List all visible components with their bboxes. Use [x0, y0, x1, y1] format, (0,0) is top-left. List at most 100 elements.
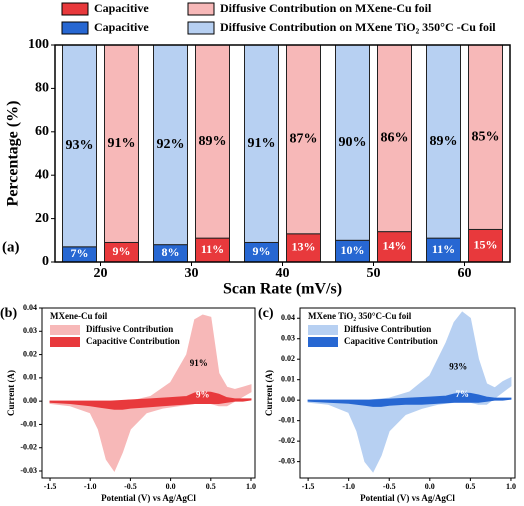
- y-tick-label: -0.03: [20, 466, 37, 475]
- x-tick-label: 0.0: [425, 482, 435, 491]
- value-label: 87%: [290, 132, 318, 147]
- plot-frame: [41, 307, 256, 479]
- legend-swatch: [187, 21, 215, 35]
- y-tick-label: 0.03: [23, 326, 37, 335]
- x-axis-title: Scan Rate (mV/s): [223, 281, 342, 298]
- y-tick-label: 0.00: [23, 396, 37, 405]
- value-label: 8%: [162, 245, 180, 259]
- legend-label: Capacitive Contribution: [86, 336, 180, 346]
- legend-label: Capacitive Contribution: [344, 336, 438, 346]
- chart-title: MXene TiO₂ 350°C-Cu foil: [308, 311, 412, 321]
- legend-swatch: [50, 325, 80, 335]
- panel-label: (b): [0, 306, 17, 321]
- area: [307, 392, 512, 407]
- legend-label: Diffusive Contribution: [344, 324, 431, 334]
- legend-swatch: [187, 2, 215, 16]
- value-label: 13%: [292, 240, 316, 254]
- legend-swatch: [61, 21, 89, 35]
- bar: [153, 44, 188, 246]
- bar: [104, 44, 139, 243]
- value-label: 89%: [199, 134, 227, 149]
- x-axis-title: Potential (V) vs Ag/AgCl: [101, 493, 196, 503]
- value-label: 91%: [248, 136, 276, 151]
- y-tick-label: 100: [28, 37, 49, 52]
- y-tick-label: 0.01: [281, 375, 295, 384]
- y-tick-label: -0.01: [278, 415, 295, 424]
- y-tick-label: 40: [35, 167, 49, 182]
- y-tick-label: 80: [35, 81, 49, 96]
- panel-label: (a): [2, 239, 20, 255]
- x-tick-label: -1.5: [302, 482, 315, 491]
- y-tick-label: -0.01: [20, 419, 37, 428]
- plot-frame: [299, 307, 516, 479]
- legend-swatch: [308, 325, 338, 335]
- value-label: 9%: [113, 244, 131, 258]
- annotation: 7%: [456, 389, 470, 399]
- bar: [195, 44, 230, 239]
- legend-label: Diffusive Contribution on MXene TiO₂ 350…: [220, 20, 496, 34]
- legend-swatch: [61, 2, 89, 16]
- value-label: 14%: [383, 239, 407, 253]
- plot-frame: [54, 44, 511, 263]
- x-tick-label: -1.0: [84, 482, 97, 491]
- chart-title: MXene-Cu foil: [50, 311, 108, 321]
- value-label: 89%: [430, 134, 458, 149]
- y-tick-label: 0.00: [281, 395, 295, 404]
- bar: [62, 44, 97, 248]
- y-tick-label: -0.03: [278, 456, 295, 465]
- legend-swatch: [308, 337, 338, 347]
- y-axis-title: Percentage (%): [5, 101, 22, 207]
- x-tick-label: 0.0: [166, 482, 176, 491]
- value-label: 15%: [474, 237, 498, 251]
- x-tick-label: 40: [276, 266, 290, 281]
- legend-swatch: [50, 337, 80, 347]
- bar: [286, 233, 321, 263]
- value-label: 86%: [381, 131, 409, 146]
- x-tick-label: 30: [185, 266, 199, 281]
- value-label: 90%: [339, 135, 367, 150]
- value-label: 11%: [432, 242, 455, 256]
- legend-label: Diffusive Contribution on MXene-Cu foil: [220, 1, 432, 15]
- x-tick-label: 60: [458, 266, 472, 281]
- value-label: 93%: [66, 138, 94, 153]
- area: [49, 391, 252, 410]
- y-tick-label: -0.02: [20, 443, 37, 452]
- x-tick-label: -1.5: [44, 482, 57, 491]
- panel-label: (c): [258, 306, 274, 321]
- x-axis-title: Potential (V) vs Ag/AgCl: [360, 493, 455, 503]
- legend-label: Capacitive: [94, 1, 149, 15]
- legend-label: Diffusive Contribution: [86, 324, 173, 334]
- bar: [426, 44, 461, 239]
- area: [307, 311, 512, 473]
- annotation: 93%: [449, 361, 467, 371]
- x-tick-label: 1.0: [246, 482, 256, 491]
- value-label: 10%: [341, 243, 365, 257]
- x-tick-label: -1.0: [342, 482, 355, 491]
- value-label: 91%: [108, 136, 136, 151]
- annotation: 91%: [190, 358, 208, 368]
- x-tick-label: -0.5: [124, 482, 137, 491]
- bar: [377, 231, 412, 263]
- value-label: 11%: [201, 242, 224, 256]
- x-tick-label: 0.5: [206, 482, 216, 491]
- y-tick-label: 0.02: [23, 349, 37, 358]
- y-axis-title: Current (A): [6, 370, 16, 416]
- area: [49, 314, 252, 473]
- bar: [468, 228, 503, 263]
- y-tick-label: 0.02: [281, 354, 295, 363]
- value-label: 85%: [472, 129, 500, 144]
- bar: [286, 44, 321, 235]
- legend-label: Capacitive: [94, 20, 149, 34]
- x-tick-label: 20: [94, 266, 108, 281]
- x-tick-label: 1.0: [506, 482, 516, 491]
- y-tick-label: 0.04: [23, 303, 37, 312]
- x-tick-label: 50: [367, 266, 381, 281]
- y-tick-label: 20: [35, 211, 49, 226]
- bar: [468, 44, 503, 230]
- value-label: 7%: [71, 246, 89, 260]
- y-tick-label: -0.02: [278, 436, 295, 445]
- bar: [244, 44, 279, 243]
- y-tick-label: 0.03: [281, 334, 295, 343]
- y-tick-label: 60: [35, 124, 49, 139]
